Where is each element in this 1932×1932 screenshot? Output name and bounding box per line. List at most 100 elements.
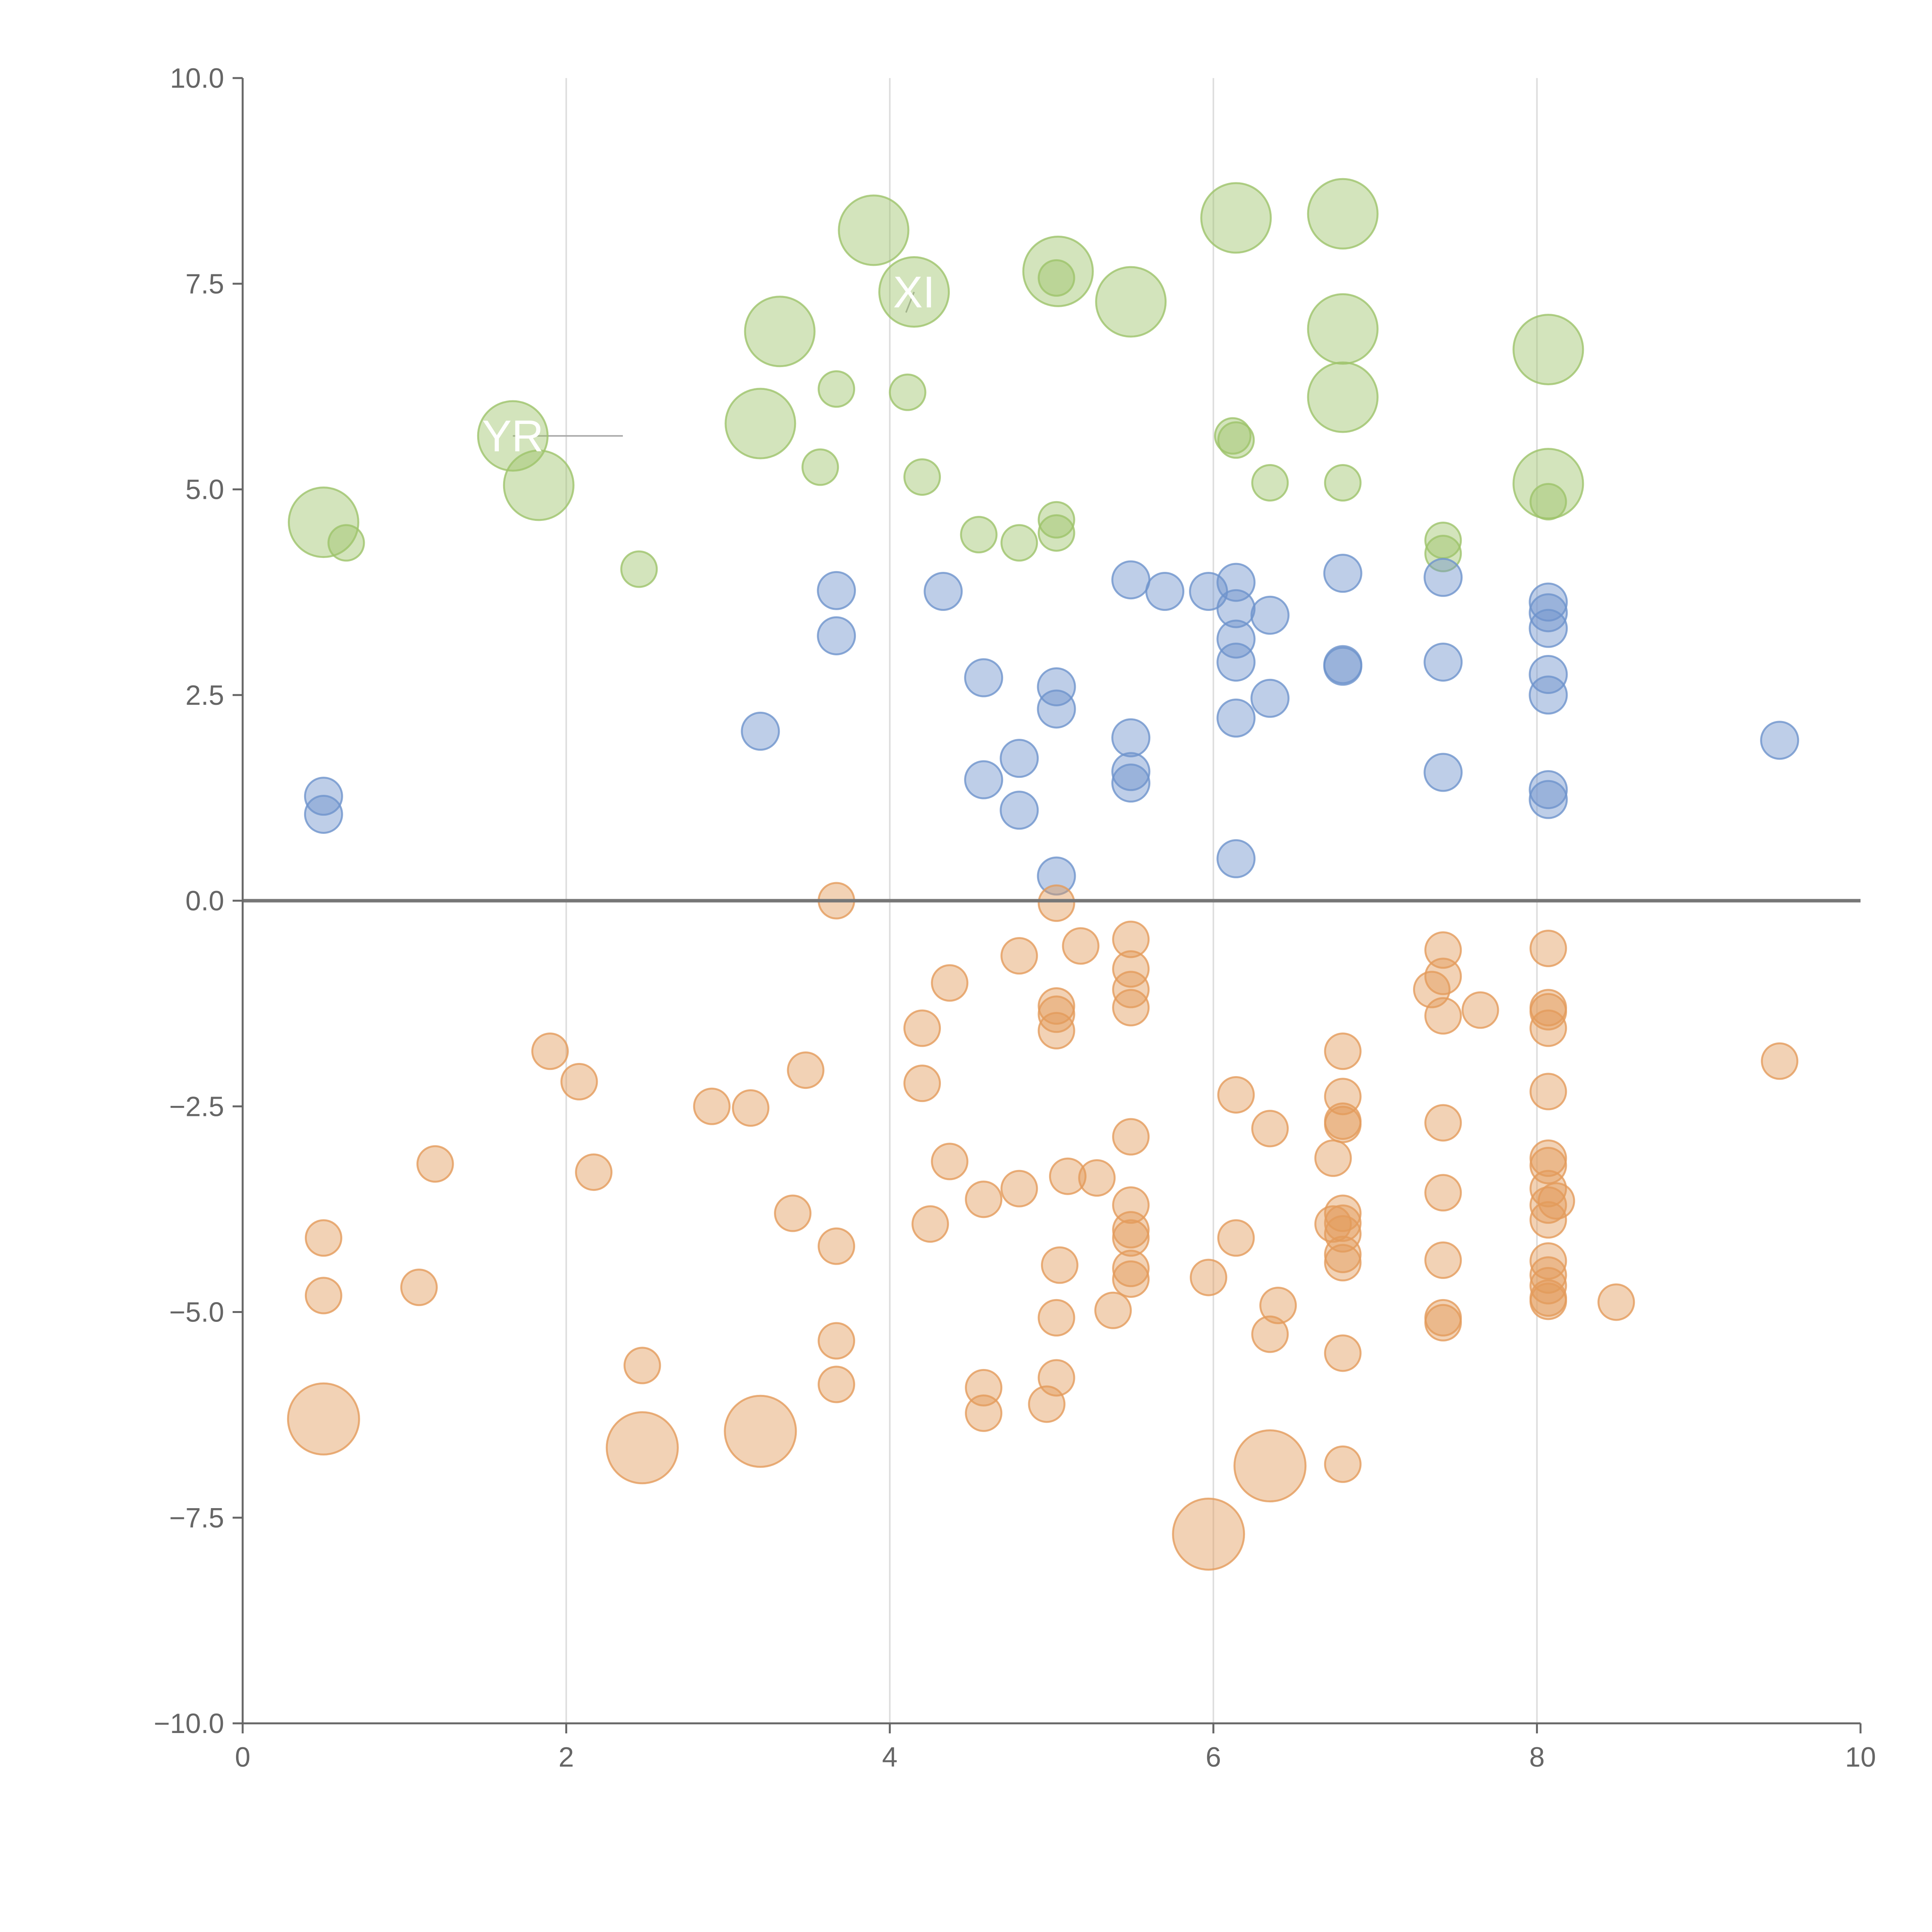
data-point [1112,950,1150,988]
data-point [1000,739,1039,778]
data-point [1037,689,1076,729]
data-point [1324,1445,1362,1483]
data-point [787,1051,825,1089]
data-point [304,1219,342,1257]
data-point [817,571,856,610]
data-point [744,296,816,367]
data-point [327,524,365,562]
data-point [287,1382,360,1456]
x-tick-label: 10 [1845,1742,1876,1773]
data-point [1529,1073,1567,1111]
data-point [1529,1201,1567,1239]
data-point [1112,989,1150,1027]
data-point [1323,646,1362,686]
data-point [1423,753,1463,792]
data-point [1217,421,1255,459]
data-point [1217,1076,1255,1114]
data-point [960,516,998,554]
data-point [287,486,359,558]
data-point [1216,589,1256,628]
data-point [911,1205,949,1243]
data-point [1423,558,1463,597]
data-point [1529,1009,1567,1047]
data-point [1529,483,1567,520]
data-point [304,794,343,834]
x-tick-label: 4 [882,1742,898,1773]
data-point [1216,643,1256,682]
data-point [1112,1118,1150,1156]
data-point [1200,182,1272,254]
data-point [1259,1286,1297,1324]
data-point [1424,535,1462,573]
data-point [1529,593,1568,633]
data-point [1111,560,1151,600]
axes: −10.0 −7.5 −5.0 −2.5 0.0 2.5 5.0 7.5 10.0 0 2 4 6 8 10 [154,63,1876,1773]
x-tick-label: 0 [235,1742,250,1773]
data-point [1112,920,1150,958]
data-point [1251,1315,1289,1353]
data-point [964,760,1003,799]
data-point [817,616,856,655]
data-point [1037,501,1075,539]
data-point [1307,361,1379,433]
data-point [964,658,1003,697]
data-point [1529,1267,1567,1304]
data-point [477,400,549,472]
data-point [1529,1282,1567,1320]
data-point [1597,1283,1635,1321]
data-point [1307,293,1379,365]
data-point [724,1395,797,1468]
data-point [1037,1012,1075,1049]
data-point [1037,667,1076,706]
data-point [1233,1429,1307,1503]
leader-lines [513,291,915,437]
data-point [965,1180,1003,1218]
data-point [818,1366,855,1403]
data-point [1760,721,1799,760]
data-point [1000,1170,1038,1208]
data-points [287,178,1799,1571]
data-point [623,1347,661,1384]
data-point [1537,1182,1575,1220]
data-point [1217,1219,1255,1257]
data-point [818,1322,855,1360]
data-point [1529,929,1567,967]
data-point [531,1032,569,1070]
data-point [1216,839,1256,878]
data-point [1022,235,1094,307]
data-point [1424,957,1462,995]
data-point [304,1277,342,1315]
data-point [1324,1032,1362,1070]
data-point [1145,571,1185,611]
data-point [1000,524,1038,562]
x-tick-label: 2 [558,1742,574,1773]
data-point [1324,464,1362,502]
data-point [1424,1304,1462,1342]
data-point [774,1194,812,1232]
data-point [965,1394,1003,1432]
data-point [1529,655,1568,694]
data-point [1324,1244,1362,1282]
data-point [1000,791,1039,830]
data-point [1037,884,1075,922]
y-tick-label: −5.0 [169,1297,224,1328]
data-point [1250,679,1290,718]
y-tick-label: 10.0 [170,63,224,94]
data-point [1324,1105,1362,1143]
data-point [1094,1291,1132,1329]
y-tick-label: 2.5 [185,680,224,711]
data-point [931,1143,969,1180]
data-point [1251,1110,1289,1148]
data-point [1424,997,1462,1035]
data-point [1190,1259,1228,1296]
data-point [818,1227,855,1265]
data-point [1095,266,1167,338]
data-point [1111,752,1151,791]
data-point [1111,764,1151,803]
data-point [1529,1147,1567,1185]
data-point [1323,554,1362,593]
data-point [1112,1211,1150,1249]
y-tick-label: 5.0 [185,474,224,505]
data-point [732,1089,770,1127]
data-point [560,1063,598,1100]
